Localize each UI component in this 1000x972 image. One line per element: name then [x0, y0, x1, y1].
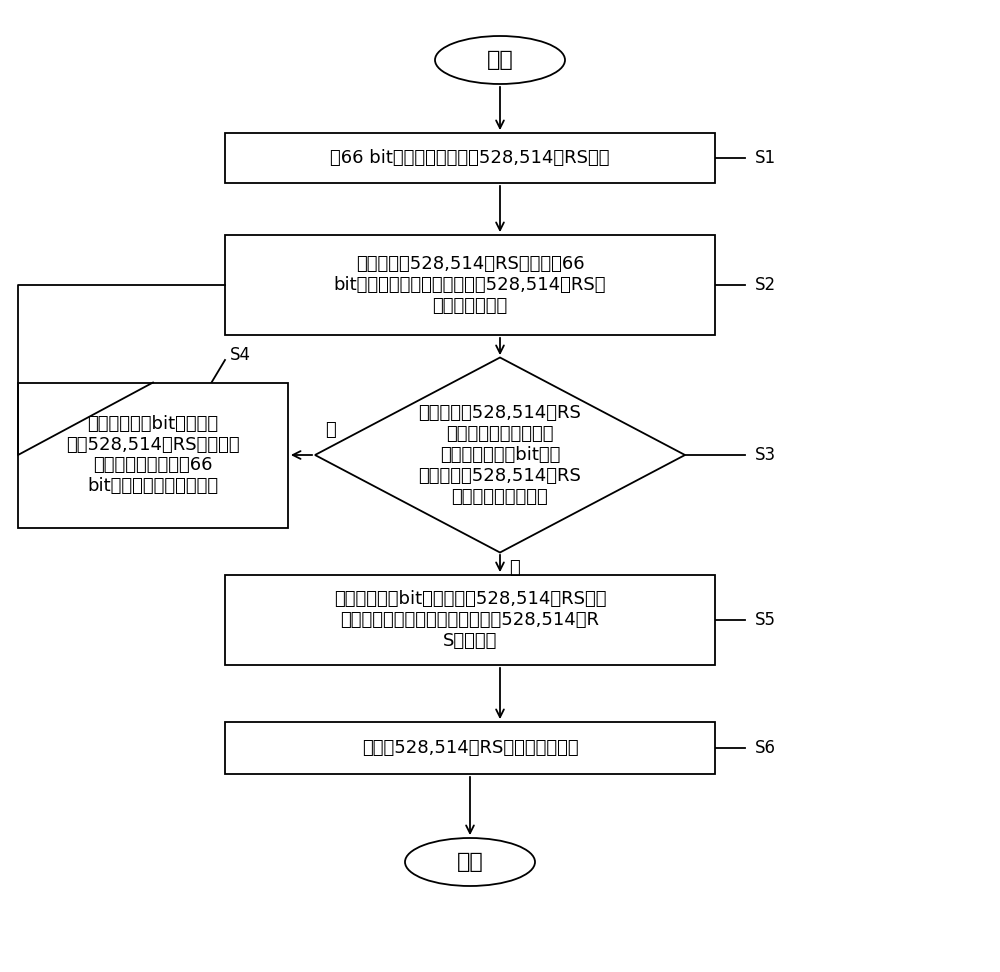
Text: S5: S5 — [755, 611, 776, 629]
Text: 接收（528,514）RS码字，进行解码: 接收（528,514）RS码字，进行解码 — [362, 739, 578, 757]
Bar — [225, 235, 715, 335]
Text: S6: S6 — [755, 739, 776, 757]
Bar — [225, 133, 715, 183]
Text: 若当前输出的bit位置存在（528,514）RS码字
正确的起始位置，则获取下一个（528,514）R
S码字开头: 若当前输出的bit位置存在（528,514）RS码字 正确的起始位置，则获取下一… — [334, 590, 606, 650]
Text: 以66 bit并行数据块接收（528,514）RS码字: 以66 bit并行数据块接收（528,514）RS码字 — [330, 149, 610, 167]
Ellipse shape — [435, 36, 565, 84]
Text: 开始: 开始 — [487, 50, 513, 70]
Bar — [225, 722, 715, 774]
Bar — [225, 575, 715, 665]
Text: S3: S3 — [755, 446, 776, 464]
Ellipse shape — [405, 838, 535, 886]
Bar — [18, 383, 288, 528]
Text: S2: S2 — [755, 276, 776, 294]
Text: 若当前输出的bit位置不存
在（528,514）RS码字正确
的起始位置，则移佭66
bit并行数据块的输出位置: 若当前输出的bit位置不存 在（528,514）RS码字正确 的起始位置，则移佭… — [66, 415, 240, 495]
Text: 将接收的（528,514）RS码字，以66
bit并行数据块输出，并获取（528,514）RS码
字的多项伴随式: 将接收的（528,514）RS码字，以66 bit并行数据块输出，并获取（528… — [334, 256, 606, 315]
Text: S4: S4 — [230, 346, 251, 364]
Text: 是: 是 — [510, 559, 520, 577]
Text: S1: S1 — [755, 149, 776, 167]
Text: 结束: 结束 — [457, 852, 483, 872]
Text: 根据所述（528,514）RS
码字多项伴随式结果，
判断当前输出的bit位置
是否存在（528,514）RS
码字正确的起始位置: 根据所述（528,514）RS 码字多项伴随式结果， 判断当前输出的bit位置 … — [419, 404, 581, 505]
Text: 否: 否 — [325, 421, 335, 439]
Polygon shape — [315, 358, 685, 552]
